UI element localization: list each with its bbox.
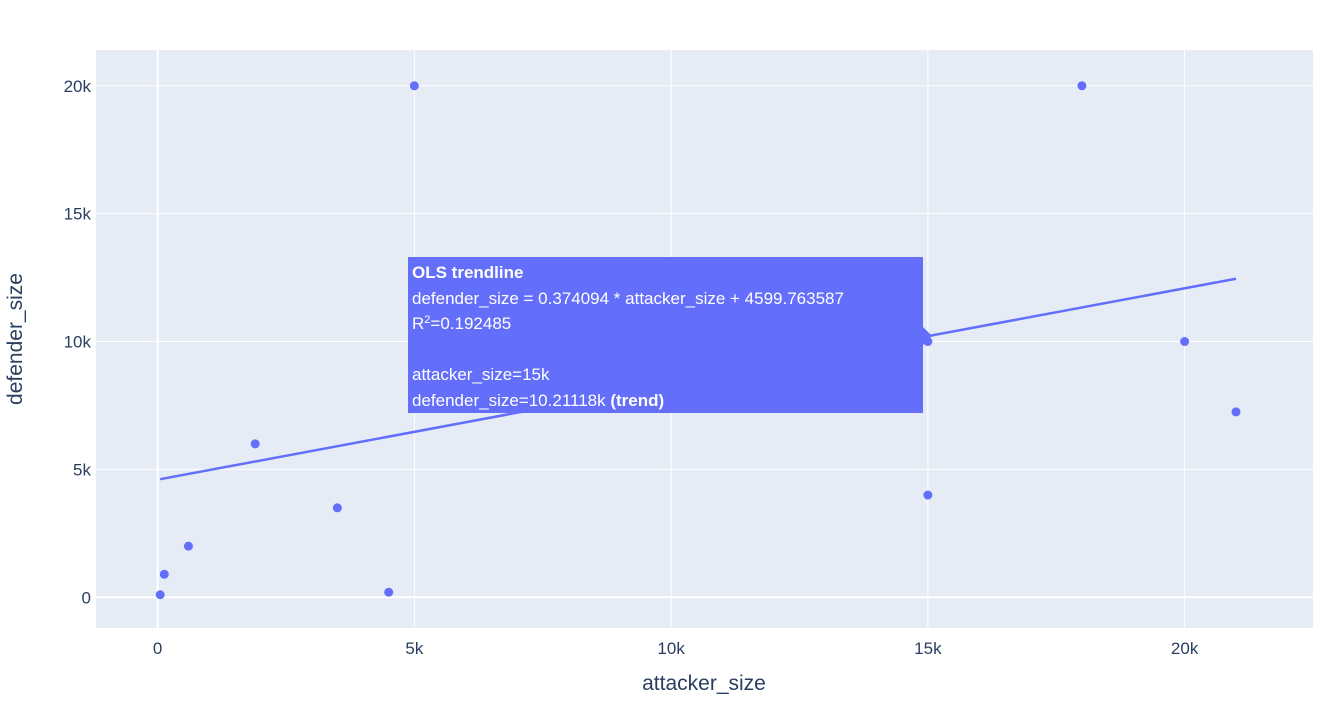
y-axis-title: defender_size — [4, 273, 27, 405]
tooltip-y-value: defender_size=10.21118k (trend) — [412, 388, 923, 414]
r-squared-superscript: 2 — [424, 314, 431, 326]
x-tick-label: 10k — [657, 639, 685, 658]
tooltip-x-value: attacker_size=15k — [412, 365, 550, 384]
scatter-point[interactable] — [1077, 81, 1087, 91]
scatter-point[interactable] — [155, 590, 165, 600]
x-tick-labels: 0 5k 10k 15k 20k — [153, 639, 1199, 658]
tooltip-title: OLS trendline — [412, 263, 524, 282]
tooltip-pointer — [923, 327, 932, 345]
y-tick-label: 15k — [64, 205, 92, 224]
y-tick-label: 10k — [64, 333, 92, 352]
r-squared-value: =0.192485 — [430, 314, 512, 333]
scatter-point[interactable] — [923, 490, 933, 500]
tooltip-spacer — [412, 337, 923, 363]
scatter-point[interactable] — [250, 439, 260, 449]
y-tick-labels: 0 5k 10k 15k 20k — [64, 77, 92, 608]
scatter-point[interactable] — [384, 587, 394, 597]
tooltip-equation: defender_size = 0.374094 * attacker_size… — [412, 288, 844, 308]
y-gridlines — [96, 85, 1313, 599]
x-tick-label: 5k — [405, 639, 423, 658]
x-axis-title: attacker_size — [642, 672, 766, 695]
tooltip-y-text: defender_size=10.21118k — [412, 390, 606, 410]
x-tick-label: 15k — [914, 639, 942, 658]
scatter-point[interactable] — [332, 503, 342, 513]
x-tick-label: 0 — [153, 639, 162, 658]
scatter-point[interactable] — [183, 541, 193, 551]
scatter-point[interactable] — [1231, 407, 1241, 417]
r-squared-label: R — [412, 314, 425, 333]
hover-tooltip: OLS trendline defender_size = 0.374094 *… — [408, 257, 923, 413]
scatter-point[interactable] — [159, 569, 169, 579]
scatter-point[interactable] — [409, 81, 419, 91]
y-tick-label: 20k — [64, 77, 92, 96]
tooltip-r-squared: R2=0.192485 — [412, 311, 923, 337]
scatter-point[interactable] — [1180, 337, 1190, 347]
y-tick-label: 5k — [73, 460, 91, 479]
tooltip-trend-tag: (trend) — [610, 390, 665, 410]
x-tick-label: 20k — [1171, 639, 1199, 658]
y-tick-label: 0 — [82, 588, 91, 607]
